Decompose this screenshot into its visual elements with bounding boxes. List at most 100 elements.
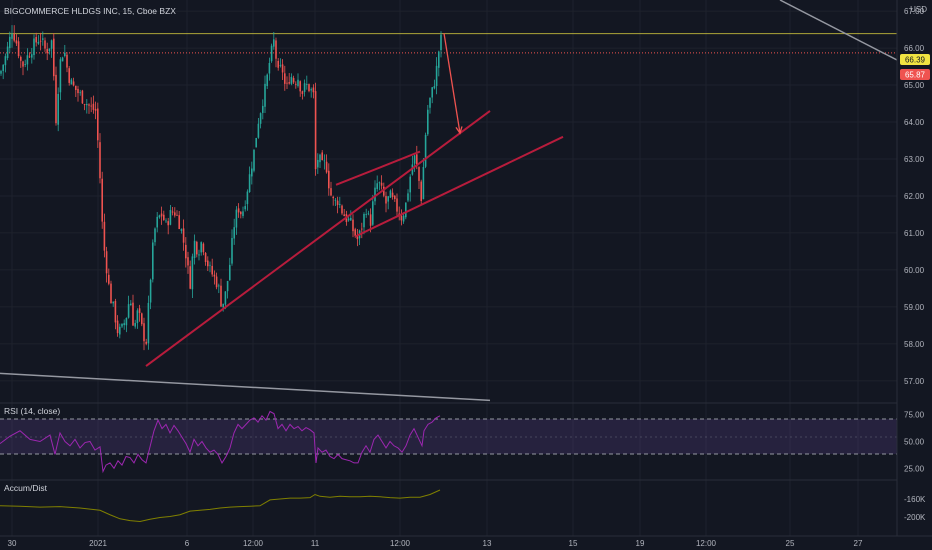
- rsi-title: RSI (14, close): [4, 406, 60, 416]
- candle-body: [264, 83, 266, 107]
- candle-body: [103, 221, 106, 251]
- candle-body: [409, 176, 411, 193]
- candle-body: [77, 88, 79, 94]
- candle-body: [174, 212, 176, 216]
- candle-body: [42, 38, 44, 40]
- time-tick-label: 15: [569, 539, 578, 548]
- candle-body: [288, 82, 290, 84]
- candle-body: [391, 192, 394, 197]
- candle-body: [86, 104, 88, 106]
- candle-body: [0, 70, 2, 74]
- candle-body: [31, 54, 33, 58]
- candle-body: [347, 218, 350, 221]
- candle-body: [387, 196, 389, 202]
- candle-body: [328, 170, 330, 189]
- candle-body: [64, 52, 66, 57]
- candle-body: [171, 211, 174, 213]
- price-tick-label: 66.00: [904, 44, 925, 53]
- time-tick-label: 12:00: [390, 539, 411, 548]
- trendline-channel-inner-upper[interactable]: [335, 150, 421, 186]
- candle-body: [240, 211, 242, 215]
- arrow-shaft[interactable]: [443, 33, 461, 134]
- candle-body: [303, 83, 306, 92]
- price-axis[interactable]: 67.00 66.00 65.00 64.00 63.00 62.00 61.00 60.00…: [904, 7, 925, 386]
- candle-body: [48, 48, 51, 52]
- candle-body: [20, 56, 22, 61]
- candle-body: [306, 84, 308, 85]
- candle-body: [416, 154, 418, 166]
- candle-body: [13, 34, 15, 41]
- trendline-long-support[interactable]: [0, 372, 491, 402]
- candle-body: [145, 341, 147, 344]
- candle-body: [248, 174, 251, 193]
- candle-body: [277, 60, 279, 68]
- candle-body: [396, 198, 398, 212]
- candle-body: [325, 161, 328, 173]
- candle-body: [110, 283, 112, 304]
- price-tick-label: 57.00: [904, 377, 925, 386]
- candle-body: [246, 191, 249, 205]
- candle-body: [211, 265, 213, 275]
- candle-body: [70, 79, 73, 85]
- candle-body: [83, 104, 86, 105]
- arrow-head[interactable]: [455, 126, 463, 135]
- candle-body: [290, 76, 293, 84]
- rsi-tick-label: 50.00: [904, 438, 925, 447]
- trendline-drawings[interactable]: [0, 0, 898, 402]
- candle-body: [6, 46, 9, 59]
- candle-body: [94, 108, 97, 111]
- candle-body: [134, 323, 136, 327]
- candle-body: [149, 279, 152, 303]
- candle-body: [191, 256, 194, 290]
- rsi-band-fill: [0, 419, 897, 454]
- candle-body: [356, 236, 359, 240]
- candle-body: [422, 166, 425, 200]
- candle-body: [383, 186, 385, 196]
- candle-body: [407, 193, 409, 201]
- candle-body: [178, 215, 180, 230]
- candle-body: [141, 313, 143, 325]
- currency-label: USD: [910, 5, 927, 14]
- candle-body: [165, 220, 167, 222]
- candle-body: [4, 56, 7, 66]
- trendline-upper-resistance[interactable]: [779, 0, 898, 61]
- time-axis[interactable]: 30 2021 6 12:00 11 12:00 13 15 19 12:00 25 27: [8, 539, 863, 548]
- candle-body: [336, 200, 339, 205]
- ad-axis[interactable]: -160K -200K: [904, 495, 926, 522]
- candle-body: [209, 264, 211, 266]
- candle-body: [53, 38, 55, 77]
- candle-body: [424, 134, 427, 167]
- rsi-tick-label: 75.00: [904, 411, 925, 420]
- candle-body: [61, 57, 64, 62]
- candle-body: [46, 49, 48, 54]
- trendline-channel-lower-lower[interactable]: [354, 135, 564, 238]
- candle-body: [438, 51, 440, 68]
- candle-body: [332, 196, 334, 199]
- candle-body: [163, 214, 165, 221]
- trendline-channel-lower-upper[interactable]: [145, 110, 491, 367]
- candle-body: [314, 91, 317, 170]
- rsi-axis[interactable]: 75.00 50.00 25.00: [904, 411, 925, 474]
- candle-body: [372, 201, 374, 225]
- time-tick-label: 12:00: [696, 539, 717, 548]
- candle-body: [310, 89, 312, 91]
- candle-body: [253, 149, 255, 171]
- candle-body: [213, 274, 216, 277]
- candle-body: [380, 182, 383, 186]
- ad-line: [0, 489, 441, 523]
- candle-body: [251, 168, 253, 177]
- candle-body: [193, 240, 196, 258]
- candle-body: [132, 302, 134, 326]
- candle-body: [262, 105, 264, 113]
- candle-body: [281, 64, 284, 73]
- candle-body: [242, 211, 244, 217]
- candle-body: [334, 199, 337, 201]
- candle-body: [259, 113, 262, 124]
- candle-body: [114, 300, 117, 323]
- rsi-tick-label: 25.00: [904, 464, 925, 473]
- candle-body: [319, 154, 321, 163]
- price-tick-label: 59.00: [904, 303, 925, 312]
- candle-body: [394, 195, 396, 200]
- resistance-price-tag: 66.39: [900, 54, 930, 65]
